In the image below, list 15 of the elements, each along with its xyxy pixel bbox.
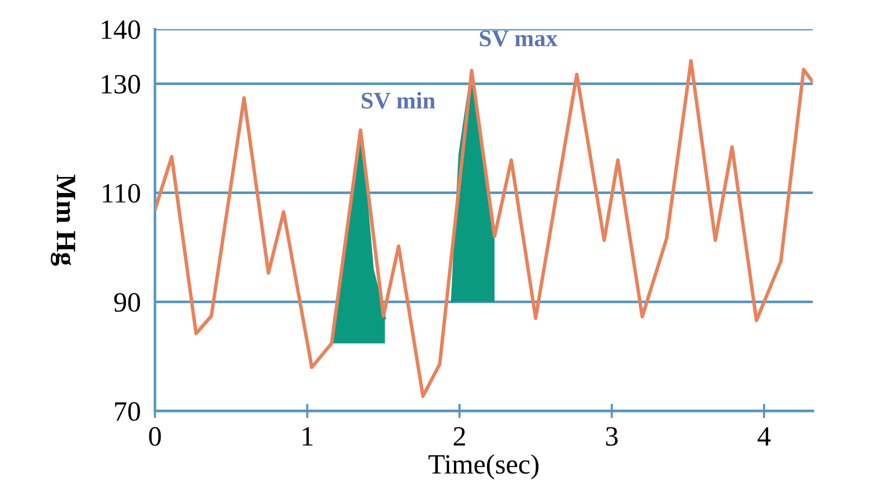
y-tick-label: 140 (102, 20, 140, 40)
y-tick-label: 90 (114, 293, 140, 312)
x-tick-label: 3 (606, 427, 618, 446)
annotation: SV max (480, 30, 558, 47)
annotation: SV min (362, 92, 436, 109)
line-series (154, 59, 813, 398)
y-tick-label: 130 (102, 74, 140, 94)
y-tick-label: 70 (115, 402, 140, 421)
y-tick-label: 110 (102, 184, 140, 203)
x-axis-title: Time(sec) (428, 454, 538, 480)
y-axis-title: Mm Hg (50, 174, 76, 266)
x-tick-label: 0 (149, 427, 161, 446)
x-tick-label: 4 (758, 427, 771, 446)
x-tick-label: 1 (302, 427, 313, 446)
x-tick-label: 2 (454, 427, 465, 446)
